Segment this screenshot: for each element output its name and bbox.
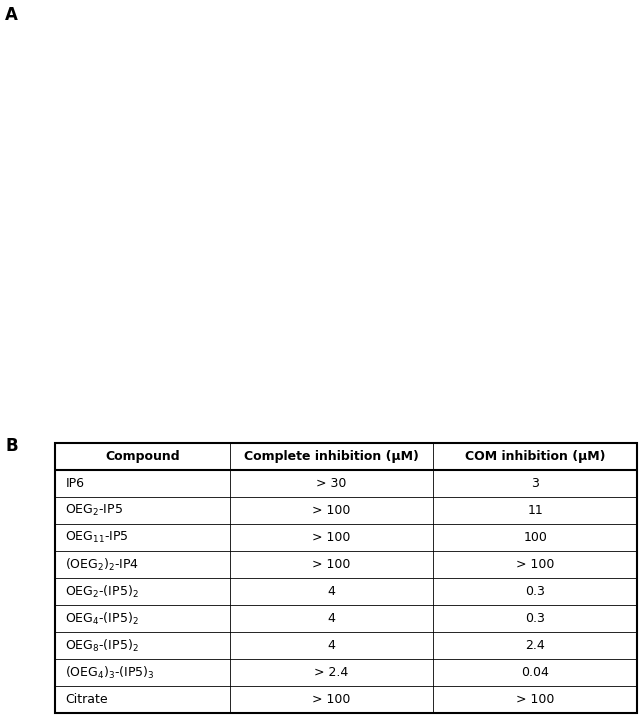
Text: (OEG$_2$)$_2$-IP4: (OEG$_2$)$_2$-IP4 — [66, 556, 140, 573]
Text: 4: 4 — [327, 612, 336, 625]
Text: A: A — [5, 6, 18, 24]
Text: 11: 11 — [527, 504, 543, 517]
Text: OEG$_8$-(IP5)$_2$: OEG$_8$-(IP5)$_2$ — [66, 637, 139, 654]
Text: > 30: > 30 — [316, 477, 347, 490]
Text: > 100: > 100 — [312, 531, 350, 544]
Text: COM inhibition (μM): COM inhibition (μM) — [465, 450, 606, 463]
Text: 100: 100 — [523, 531, 547, 544]
Text: > 100: > 100 — [516, 558, 554, 571]
Text: OEG$_{11}$-IP5: OEG$_{11}$-IP5 — [66, 530, 129, 545]
Text: 4: 4 — [327, 585, 336, 598]
Text: B: B — [5, 437, 18, 455]
Text: IP6: IP6 — [66, 477, 84, 490]
Text: 3: 3 — [531, 477, 539, 490]
Text: 0.3: 0.3 — [525, 612, 545, 625]
Text: > 100: > 100 — [312, 504, 350, 517]
Text: > 2.4: > 2.4 — [314, 666, 349, 679]
Text: > 100: > 100 — [312, 558, 350, 571]
Text: 0.04: 0.04 — [521, 666, 549, 679]
Text: Citrate: Citrate — [66, 693, 108, 706]
Text: Complete inhibition (μM): Complete inhibition (μM) — [244, 450, 419, 463]
Text: Compound: Compound — [105, 450, 179, 463]
Text: OEG$_2$-(IP5)$_2$: OEG$_2$-(IP5)$_2$ — [66, 584, 139, 599]
Text: (OEG$_4$)$_3$-(IP5)$_3$: (OEG$_4$)$_3$-(IP5)$_3$ — [66, 664, 155, 680]
Text: OEG$_2$-IP5: OEG$_2$-IP5 — [66, 503, 123, 518]
Text: OEG$_4$-(IP5)$_2$: OEG$_4$-(IP5)$_2$ — [66, 611, 139, 626]
Text: 0.3: 0.3 — [525, 585, 545, 598]
Text: > 100: > 100 — [312, 693, 350, 706]
Text: > 100: > 100 — [516, 693, 554, 706]
Text: 4: 4 — [327, 639, 336, 652]
Text: 2.4: 2.4 — [525, 639, 545, 652]
